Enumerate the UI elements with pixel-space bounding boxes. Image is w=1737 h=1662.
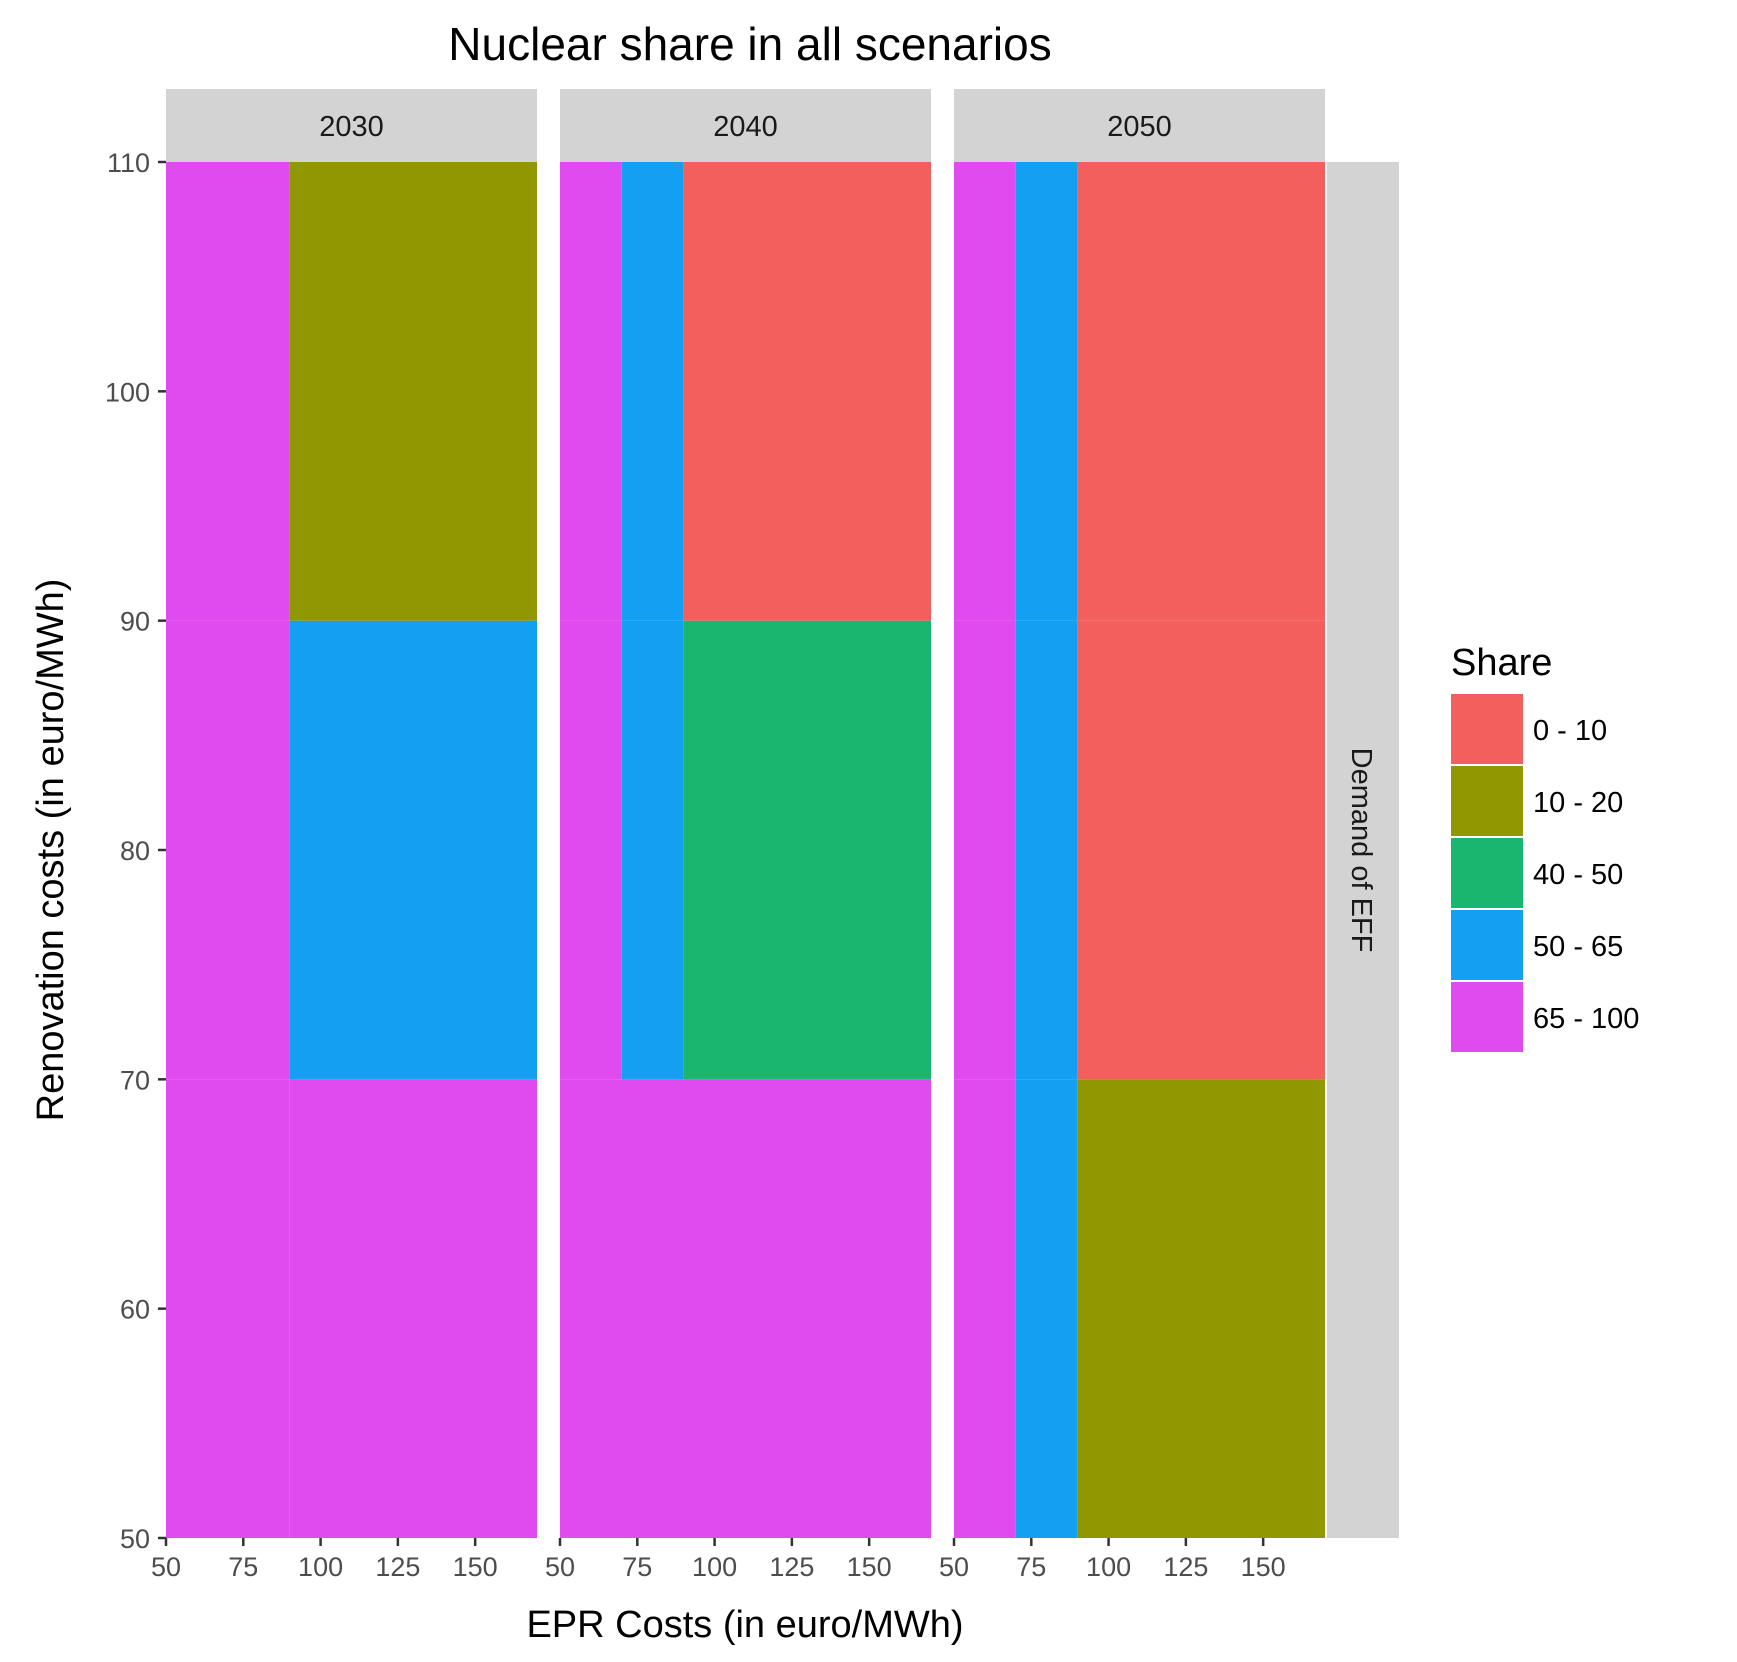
legend-label: 50 - 65 [1533, 931, 1623, 963]
strip-label: 2030 [319, 111, 384, 143]
x-tick-label: 125 [1163, 1552, 1208, 1582]
heatmap-tile [166, 1079, 290, 1538]
heatmap-tile [289, 620, 537, 1080]
x-tick-label: 50 [545, 1552, 575, 1582]
heatmap-tile [683, 620, 931, 1080]
heatmap-tile [954, 620, 1016, 1080]
heatmap-tile [560, 1079, 931, 1538]
y-axis-title: Renovation costs (in euro/MWh) [30, 579, 72, 1122]
legend-key [1451, 766, 1523, 836]
legend-label: 10 - 20 [1533, 787, 1623, 819]
heatmap-tile [954, 162, 1016, 621]
x-tick-label: 125 [375, 1552, 420, 1582]
legend-title: Share [1451, 642, 1552, 684]
heatmap-tile [166, 162, 290, 621]
row-strip-background [1327, 162, 1399, 1538]
legend-entry: 65 - 100 [1451, 982, 1639, 1052]
panel-2030: 2030 [166, 89, 537, 1538]
heatmap-tile [1015, 1079, 1078, 1538]
legend-key [1451, 910, 1523, 980]
legend-label: 65 - 100 [1533, 1003, 1639, 1035]
legend-entry: 10 - 20 [1451, 766, 1623, 836]
y-tick-label: 60 [120, 1295, 150, 1325]
legend-entry: 50 - 65 [1451, 910, 1623, 980]
row-strip-label: Demand of EFF [1345, 748, 1377, 953]
heatmap-tile [1077, 1079, 1325, 1538]
strip-background [560, 89, 931, 162]
x-tick-label: 125 [769, 1552, 814, 1582]
heatmap-tile [166, 620, 290, 1080]
heatmap-tile [1077, 620, 1325, 1080]
heatmap-tile [954, 1079, 1016, 1538]
strip-background [954, 89, 1325, 162]
y-tick-label: 70 [120, 1065, 150, 1095]
x-tick-label: 150 [847, 1552, 892, 1582]
row-strip: Demand of EFF [1327, 162, 1399, 1538]
x-tick-label: 150 [1241, 1552, 1286, 1582]
legend-entry: 40 - 50 [1451, 838, 1623, 908]
x-tick-label: 150 [453, 1552, 498, 1582]
y-tick-label: 90 [120, 607, 150, 637]
heatmap-tile [289, 162, 537, 621]
heatmap-tile [1077, 162, 1325, 621]
heatmap-tile [1015, 162, 1078, 621]
x-tick-label: 75 [1016, 1552, 1046, 1582]
y-tick-label: 110 [107, 148, 150, 178]
strip-label: 2050 [1107, 111, 1172, 143]
y-tick-label: 100 [105, 377, 150, 407]
x-tick-label: 100 [692, 1552, 737, 1582]
heatmap-tile [621, 620, 684, 1080]
heatmap-tile [560, 162, 622, 621]
heatmap-tile [621, 162, 684, 621]
legend: Share 0 - 10 10 - 20 40 - 50 50 - 65 65 - 10… [1451, 642, 1639, 1052]
panel-2040: 2040 [560, 89, 931, 1538]
facet-panels: 2030 2040 2050 [166, 89, 1325, 1538]
legend-label: 0 - 10 [1533, 715, 1607, 747]
legend-key [1451, 982, 1523, 1052]
heatmap-tile [1015, 620, 1078, 1080]
x-tick-label: 100 [298, 1552, 343, 1582]
y-tick-label: 50 [120, 1524, 150, 1554]
legend-key [1451, 694, 1523, 764]
legend-label: 40 - 50 [1533, 859, 1623, 891]
heatmap-tile [683, 162, 931, 621]
heatmap-tile [560, 620, 622, 1080]
y-tick-label: 80 [120, 836, 150, 866]
chart-title: Nuclear share in all scenarios [448, 18, 1051, 70]
panel-2050: 2050 [954, 89, 1325, 1538]
x-axis-title: EPR Costs (in euro/MWh) [526, 1604, 963, 1646]
y-axis: 50 60 70 80 90 100 110 [105, 148, 166, 1554]
legend-entry: 0 - 10 [1451, 694, 1607, 764]
x-tick-label: 50 [151, 1552, 181, 1582]
x-tick-label: 100 [1086, 1552, 1131, 1582]
x-axes: 50 75 100 125 150 50 75 100 125 150 50 75 100 125 150 [151, 1538, 1286, 1582]
legend-key [1451, 838, 1523, 908]
strip-label: 2040 [713, 111, 778, 143]
x-tick-label: 75 [622, 1552, 652, 1582]
heatmap-tile [289, 1079, 537, 1538]
x-tick-label: 75 [228, 1552, 258, 1582]
x-tick-label: 50 [939, 1552, 969, 1582]
strip-background [166, 89, 537, 162]
